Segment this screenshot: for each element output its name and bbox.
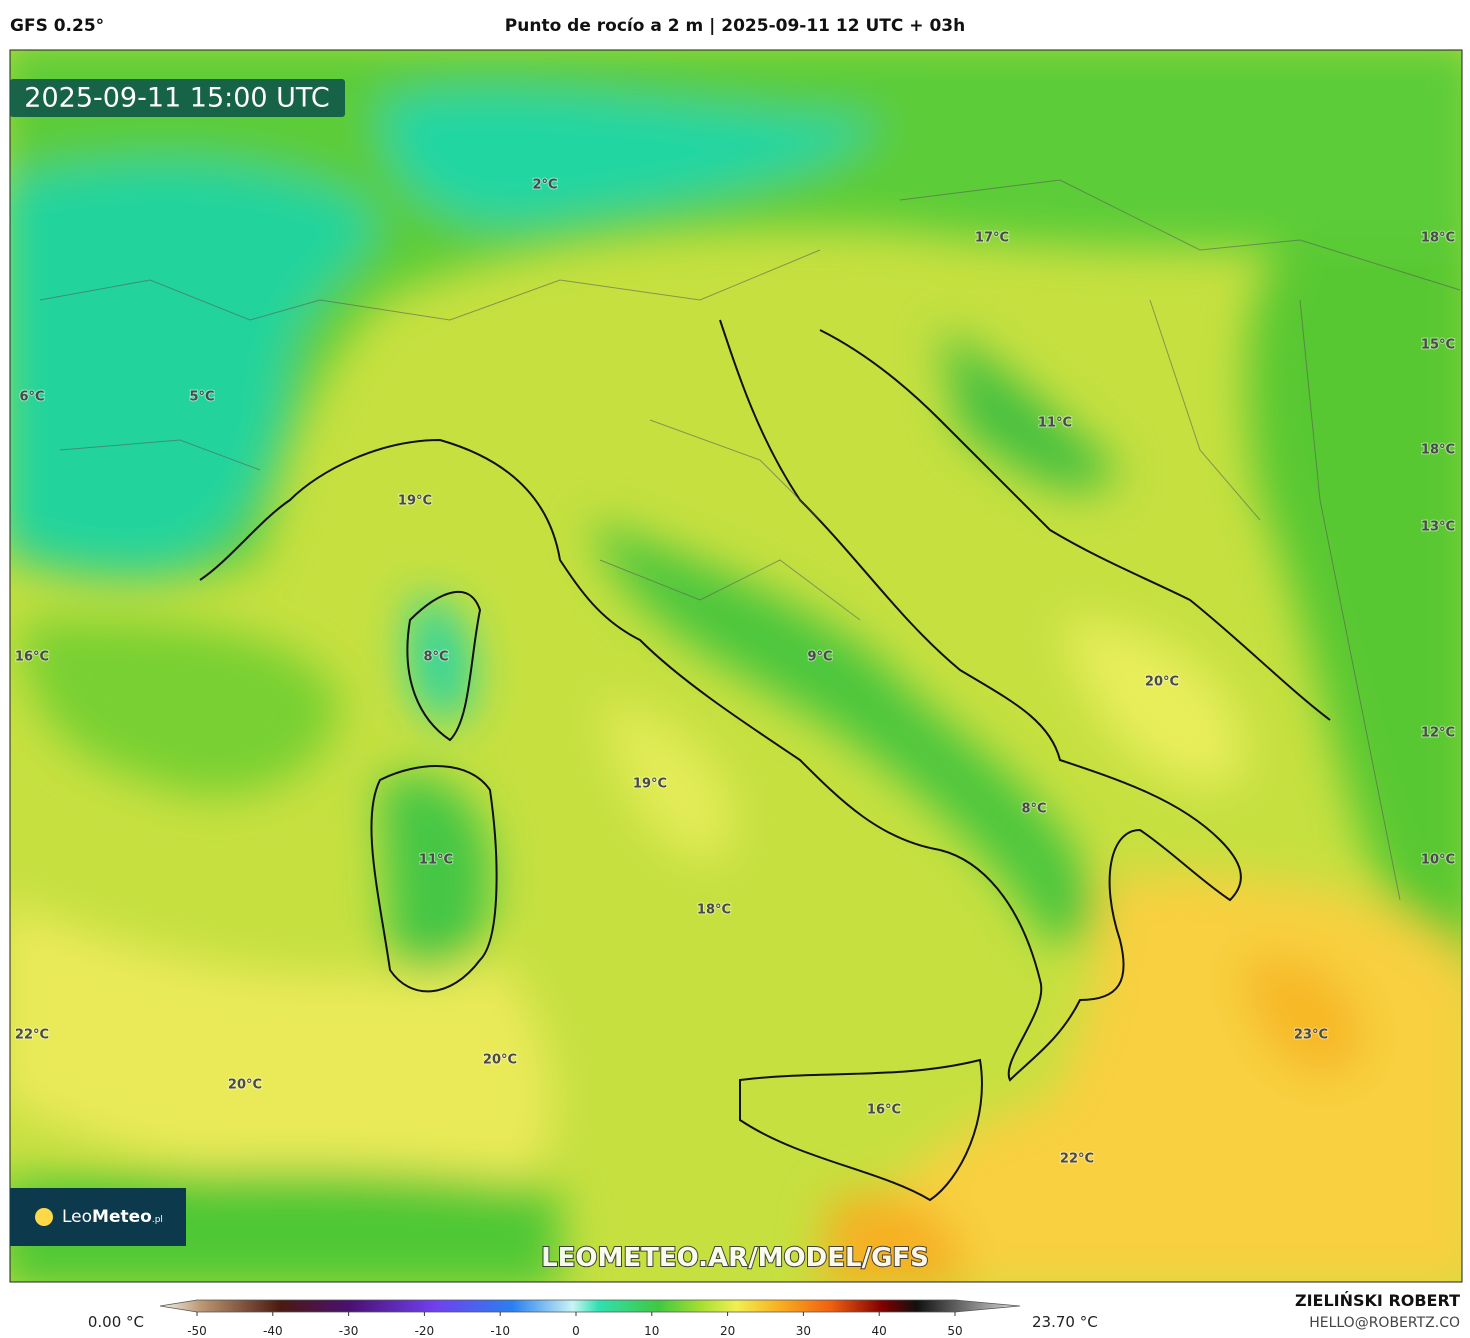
logo-suffix: .pl	[152, 1215, 163, 1225]
colorbar-tick-label: 50	[947, 1324, 962, 1338]
map-label: 18°C	[1421, 443, 1455, 458]
colorbar-tick-label: -40	[263, 1324, 283, 1338]
colorbar-tick-label: 30	[796, 1324, 811, 1338]
map-label: 2°C	[532, 178, 557, 193]
map-label: 20°C	[1145, 675, 1179, 690]
map-label: 20°C	[483, 1053, 517, 1068]
map-label: 19°C	[633, 777, 667, 792]
model-name: GFS 0.25°	[10, 16, 104, 36]
map-label: 15°C	[1421, 338, 1455, 353]
map-label: 22°C	[15, 1028, 49, 1043]
logo-text: LeoMeteo.pl	[62, 1207, 163, 1227]
map-label: 23°C	[1294, 1028, 1328, 1043]
map-label: 18°C	[697, 903, 731, 918]
credit-author: ZIELIŃSKI ROBERT	[1295, 1291, 1460, 1310]
colorbar	[159, 1299, 1021, 1313]
map-label: 8°C	[1021, 802, 1046, 817]
colorbar-tick-label: -10	[490, 1324, 510, 1338]
colorbar-tick-label: 10	[644, 1324, 659, 1338]
timestamp-box	[10, 79, 345, 117]
map	[10, 50, 1462, 1282]
map-label: 11°C	[419, 853, 453, 868]
map-labels: 2°C 17°C 18°C 15°C 6°C 5°C 11°C 18°C 19°C 13°C 16°…	[14, 177, 1456, 1168]
colorbar-ticks: -50 -40 -30 -20 -10 0 10 20 30 40 50	[187, 1312, 963, 1338]
map-frame	[9, 49, 1463, 1283]
map-label: 11°C	[1038, 416, 1072, 431]
map-label: 5°C	[189, 390, 214, 405]
map-label: 18°C	[1421, 231, 1455, 246]
colorbar-tick-label: -20	[415, 1324, 435, 1338]
map-label: 17°C	[975, 231, 1009, 246]
map-label: 9°C	[807, 650, 832, 665]
colorbar-min: 0.00 °C	[88, 1313, 144, 1331]
map-label: 13°C	[1421, 520, 1455, 535]
map-label: 6°C	[19, 390, 44, 405]
map-title: Punto de rocío a 2 m | 2025-09-11 12 UTC…	[505, 16, 965, 36]
logo-light: Leo	[62, 1207, 92, 1227]
map-label: 8°C	[423, 650, 448, 665]
map-label: 16°C	[867, 1103, 901, 1118]
colorbar-max: 23.70 °C	[1032, 1313, 1098, 1331]
map-label: 19°C	[398, 494, 432, 509]
map-label: 16°C	[15, 650, 49, 665]
colorbar-tick-label: 0	[572, 1324, 580, 1338]
colorbar-tick-label: -50	[187, 1324, 207, 1338]
logo-bold: Meteo	[92, 1207, 152, 1227]
colorbar-tick-label: 20	[720, 1324, 735, 1338]
map-label: 10°C	[1421, 853, 1455, 868]
colorbar-tick-label: -30	[339, 1324, 359, 1338]
logo-sun	[35, 1208, 53, 1226]
map-label: 20°C	[228, 1078, 262, 1093]
credit-email: HELLO@ROBERTZ.CO	[1309, 1315, 1460, 1331]
map-label: 22°C	[1060, 1152, 1094, 1167]
colorbar-tick-label: 40	[872, 1324, 887, 1338]
timestamp: 2025-09-11 15:00 UTC	[24, 83, 329, 114]
watermark: LEOMETEO.AR/MODEL/GFS	[541, 1243, 929, 1273]
map-label: 12°C	[1421, 726, 1455, 741]
